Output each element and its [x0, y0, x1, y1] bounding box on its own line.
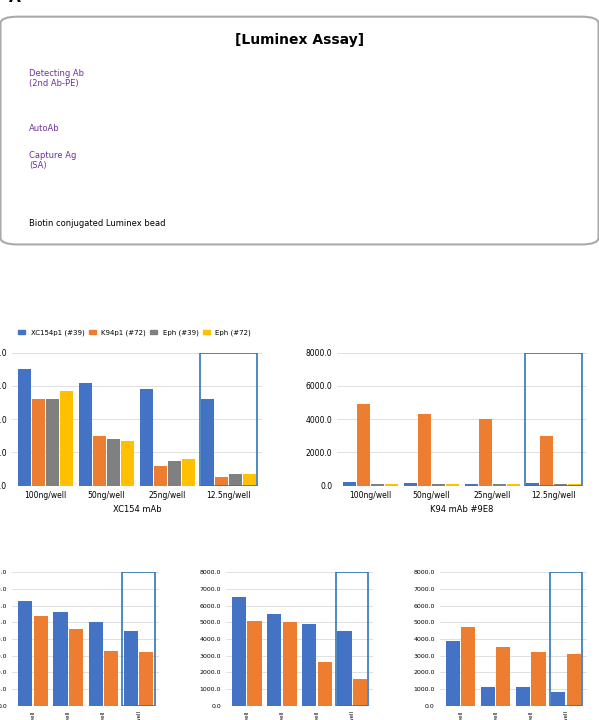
Bar — [465, 484, 478, 486]
Bar — [567, 654, 580, 706]
Bar — [526, 483, 539, 486]
Bar — [60, 391, 73, 486]
Bar — [531, 652, 546, 706]
Bar — [168, 461, 181, 486]
Bar — [229, 474, 242, 486]
Bar — [19, 600, 32, 706]
Bar — [215, 477, 228, 486]
Bar — [46, 399, 59, 486]
Bar — [139, 652, 153, 706]
Bar — [201, 353, 256, 486]
Bar — [554, 484, 567, 486]
Bar — [243, 474, 256, 486]
Bar — [317, 662, 332, 706]
Bar — [461, 627, 476, 706]
Bar — [123, 631, 138, 706]
Bar — [353, 679, 367, 706]
Bar — [53, 612, 68, 706]
Bar — [337, 631, 352, 706]
Bar — [182, 459, 195, 486]
Bar — [550, 572, 582, 706]
Bar — [371, 484, 384, 486]
Bar — [446, 484, 459, 486]
Bar — [497, 647, 510, 706]
Bar — [121, 441, 134, 486]
Bar — [302, 624, 316, 706]
Bar — [107, 439, 120, 486]
Legend: XC154p1 (#39), K94p1 (#72), Eph (#39), Eph (#72): XC154p1 (#39), K94p1 (#72), Eph (#39), E… — [16, 327, 253, 338]
Bar — [267, 614, 282, 706]
Bar — [18, 369, 31, 486]
Bar — [89, 622, 102, 706]
Bar — [122, 572, 155, 706]
Bar — [493, 484, 506, 486]
X-axis label: K94 mAb #9E8: K94 mAb #9E8 — [430, 505, 494, 514]
Bar — [104, 651, 118, 706]
Bar — [432, 484, 445, 486]
Bar — [232, 598, 246, 706]
Text: Capture Ag
(SA): Capture Ag (SA) — [29, 151, 77, 171]
Bar — [568, 484, 581, 486]
Bar — [418, 414, 431, 486]
Bar — [540, 436, 553, 486]
Bar — [154, 466, 167, 486]
Text: [Luminex Assay]: [Luminex Assay] — [235, 32, 364, 47]
Bar — [283, 622, 297, 706]
Bar — [525, 353, 582, 486]
Bar — [479, 419, 492, 486]
Bar — [507, 484, 520, 486]
Bar — [32, 399, 45, 486]
Bar — [551, 692, 565, 706]
Text: A: A — [9, 0, 21, 5]
Bar — [69, 629, 83, 706]
Bar — [446, 641, 460, 706]
Bar — [516, 688, 530, 706]
Bar — [140, 390, 153, 486]
X-axis label: XC154 mAb: XC154 mAb — [113, 505, 161, 514]
Text: AutoAb: AutoAb — [29, 124, 60, 132]
Bar — [93, 436, 106, 486]
Bar — [247, 621, 262, 706]
Bar — [385, 484, 398, 486]
Bar — [481, 688, 495, 706]
Bar — [357, 404, 370, 486]
Bar — [34, 616, 48, 706]
Bar — [79, 382, 92, 486]
Text: Detecting Ab
(2nd Ab-PE): Detecting Ab (2nd Ab-PE) — [29, 69, 84, 89]
FancyBboxPatch shape — [1, 17, 598, 245]
Bar — [404, 483, 417, 486]
Text: Biotin conjugated Luminex bead: Biotin conjugated Luminex bead — [29, 220, 166, 228]
Bar — [201, 399, 214, 486]
Bar — [336, 572, 368, 706]
Bar — [343, 482, 356, 486]
